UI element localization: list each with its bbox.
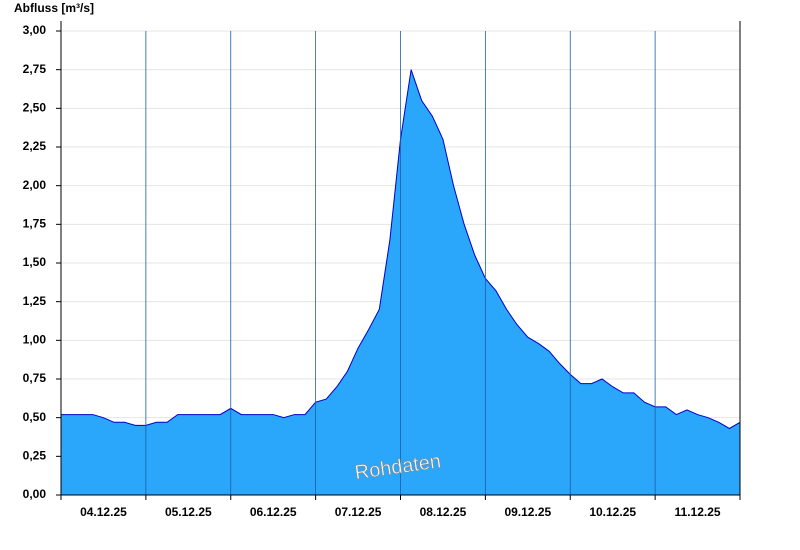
y-tick-label: 2,00 (23, 178, 47, 192)
y-tick-label: 2,75 (23, 62, 47, 76)
y-tick-label: 2,50 (23, 101, 47, 115)
y-tick-label: 0,00 (23, 487, 47, 501)
y-tick-label: 0,75 (23, 371, 47, 385)
x-tick-label: 09.12.25 (504, 505, 551, 519)
y-tick-label: 1,25 (23, 294, 47, 308)
y-tick-label: 2,25 (23, 139, 47, 153)
x-tick-label: 04.12.25 (80, 505, 127, 519)
x-tick-label: 07.12.25 (335, 505, 382, 519)
x-tick-label: 05.12.25 (165, 505, 212, 519)
y-tick-label: 3,00 (23, 23, 47, 37)
y-axis-label: Abfluss [m³/s] (14, 1, 94, 15)
y-tick-label: 1,00 (23, 333, 47, 347)
y-tick-label: 0,50 (23, 410, 47, 424)
x-tick-label: 06.12.25 (250, 505, 297, 519)
y-tick-label: 1,75 (23, 217, 47, 231)
x-tick-label: 10.12.25 (589, 505, 636, 519)
x-tick-label: 11.12.25 (675, 505, 721, 519)
x-tick-label: 08.12.25 (420, 505, 467, 519)
y-tick-label: 1,50 (23, 255, 47, 269)
y-tick-label: 0,25 (23, 449, 47, 463)
